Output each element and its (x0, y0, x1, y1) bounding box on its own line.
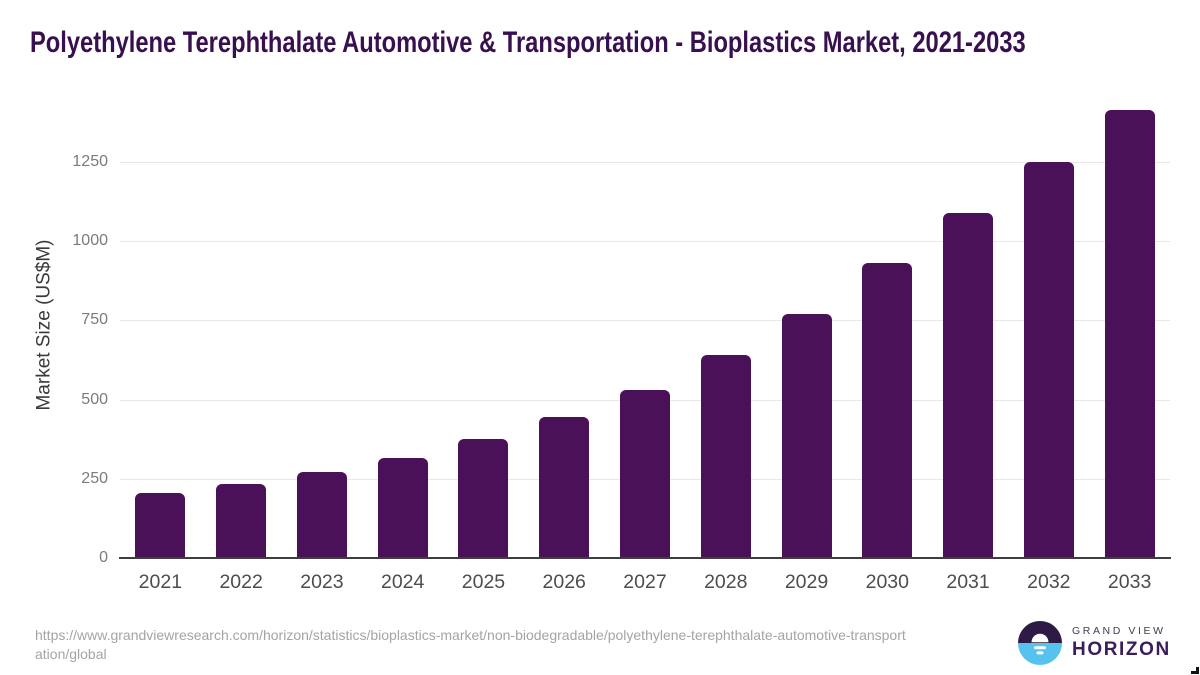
corner-resize-mark (1191, 667, 1199, 674)
brand-logo: GRAND VIEW HORIZON (1018, 621, 1171, 665)
x-tick-label: 2030 (865, 571, 909, 593)
y-tick-label: 0 (99, 549, 108, 566)
x-tick-label: 2024 (380, 571, 425, 593)
x-tick-label: 2028 (704, 571, 748, 593)
y-tick-label: 500 (81, 390, 108, 408)
y-tick-label: 1000 (72, 232, 108, 250)
bar-2026 (539, 417, 590, 558)
source-url: https://www.grandviewresearch.com/horizo… (35, 627, 906, 662)
chart-title: Polyethylene Terephthalate Automotive & … (30, 26, 1026, 59)
bar-2021 (135, 493, 186, 558)
horizon-sun-icon (1018, 621, 1062, 665)
gridline (120, 320, 1170, 322)
y-tick-label: 750 (81, 311, 108, 329)
bar-2029 (781, 314, 832, 558)
x-tick-label: 2025 (461, 571, 506, 593)
x-tick-label: 2029 (784, 571, 829, 593)
bar-2023 (296, 472, 347, 558)
x-tick-label: 2026 (542, 571, 586, 593)
x-tick-label: 2022 (219, 571, 263, 593)
bar-2028 (700, 355, 751, 558)
x-tick-label: 2031 (946, 571, 990, 593)
y-tick-label: 1250 (72, 153, 108, 170)
y-tick-label: 250 (81, 469, 108, 487)
bar-2022 (216, 483, 267, 558)
bar-2033 (1104, 109, 1155, 558)
brand-logo-text: GRAND VIEW HORIZON (1072, 625, 1171, 661)
brand-name-bottom: HORIZON (1072, 639, 1171, 660)
bar-2025 (458, 439, 509, 558)
gridline (120, 241, 1170, 243)
bar-2027 (620, 390, 670, 558)
x-tick-label: 2033 (1107, 571, 1152, 593)
x-tick-label: 2021 (138, 571, 183, 593)
bar-2032 (1023, 162, 1074, 558)
bar-2031 (943, 212, 994, 558)
x-tick-label: 2023 (300, 571, 344, 593)
x-tick-label: 2032 (1027, 571, 1071, 593)
bar-2024 (377, 458, 428, 558)
bar-2030 (862, 263, 913, 558)
x-tick-label: 2027 (623, 571, 667, 593)
x-axis-line (119, 557, 1171, 559)
brand-name-top: GRAND VIEW (1072, 625, 1166, 637)
gridline (120, 162, 1170, 163)
